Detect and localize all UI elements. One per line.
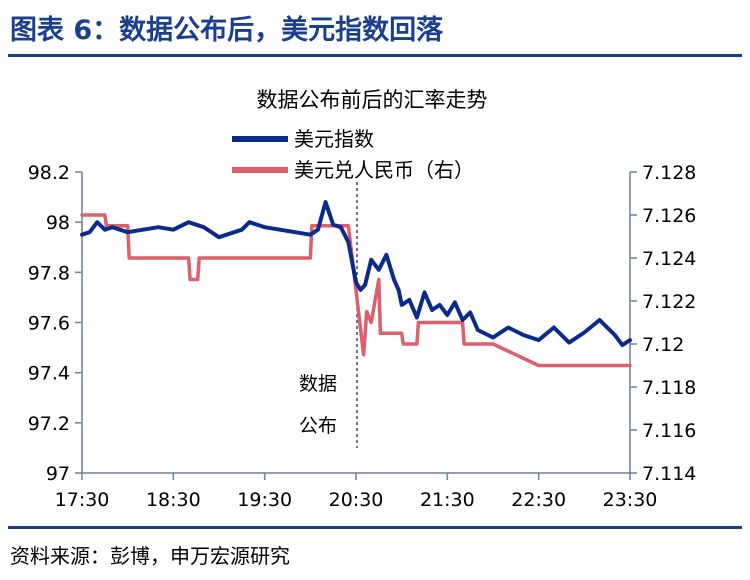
figure-title: 图表 6：数据公布后，美元指数回落 [10,15,444,46]
top-divider [8,54,742,57]
left-tick-label: 97.2 [28,413,70,435]
x-tick-label: 23:30 [603,489,658,511]
legend-label-cnh: 美元兑人民币（右） [294,158,474,182]
x-tick-label: 20:30 [329,489,384,511]
release-annotation-line-2: 公布 [299,415,337,437]
right-tick-label: 7.122 [642,291,696,313]
series-lines [80,200,632,368]
x-tick-label: 19:30 [237,489,292,511]
left-tick-label: 98 [46,212,70,234]
left-tick-label: 97 [46,463,70,485]
right-tick-label: 7.12 [642,334,684,356]
x-tick-label: 18:30 [146,489,201,511]
release-annotation-line-1: 数据 [299,373,337,395]
right-tick-label: 7.128 [642,162,696,184]
right-tick-label: 7.124 [642,248,696,270]
right-tick-label: 7.116 [642,420,696,442]
left-tick-label: 97.8 [28,262,70,284]
x-tick-label: 21:30 [420,489,475,511]
axis-ticks: 97 97.2 97.4 97.6 97.8 98 98.2 7.114 7.116 7.118 7… [28,162,697,511]
legend-label-dxy: 美元指数 [294,127,374,151]
left-tick-label: 97.6 [28,313,70,335]
x-tick-label: 22:30 [511,489,566,511]
source-note: 资料来源：彭博，申万宏源研究 [10,544,290,568]
bottom-divider [8,526,742,529]
cnh-line [80,213,632,368]
chart-title: 数据公布前后的汇率走势 [257,88,488,112]
right-tick-label: 7.126 [642,205,696,227]
x-tick-label: 17:30 [55,489,110,511]
right-tick-label: 7.114 [642,463,696,485]
right-tick-label: 7.118 [642,377,696,399]
left-tick-label: 98.2 [28,162,70,184]
dxy-line [80,200,632,348]
left-tick-label: 97.4 [28,363,70,385]
